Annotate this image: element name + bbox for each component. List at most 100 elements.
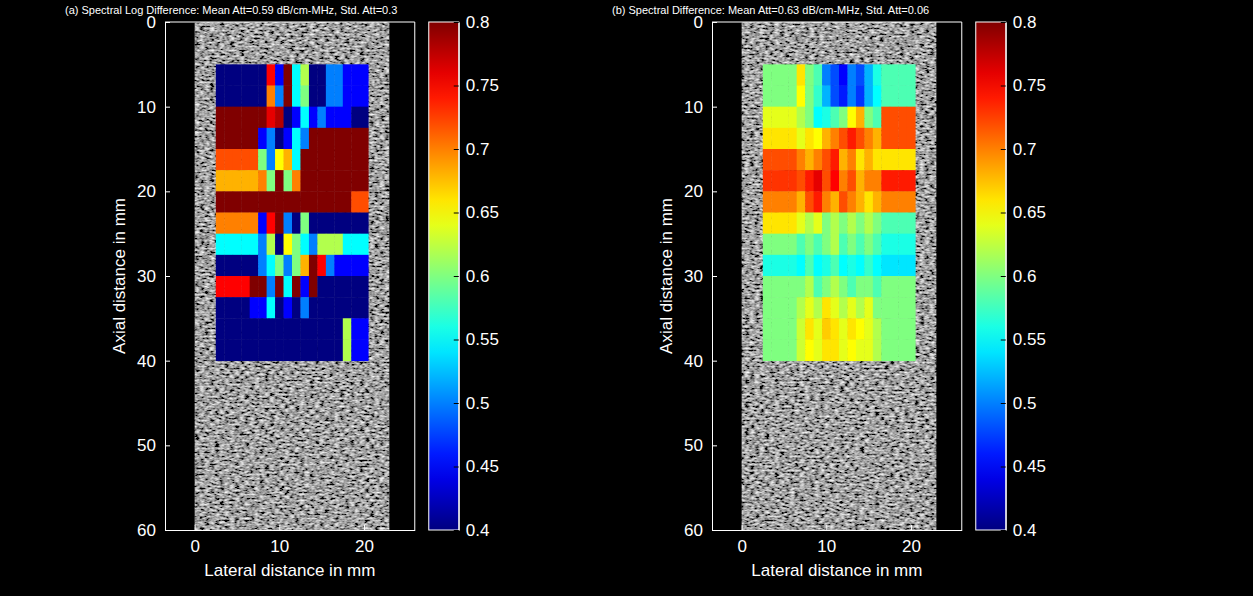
heatmap-cell <box>216 170 225 192</box>
heatmap-cell <box>334 318 343 340</box>
heatmap-cell <box>847 191 856 213</box>
heatmap-cell <box>326 64 335 86</box>
heatmap-cell <box>258 107 267 129</box>
heatmap-cell <box>881 191 890 213</box>
heatmap-cell <box>881 318 890 340</box>
heatmap-cell <box>797 234 806 256</box>
heatmap-cell <box>763 149 772 171</box>
tick: 0.5 <box>454 394 490 413</box>
heatmap-cell <box>233 64 242 86</box>
heatmap-cell <box>763 318 772 340</box>
heatmap-cell <box>864 86 873 108</box>
heatmap-cell <box>805 340 814 362</box>
tick-mark <box>712 361 717 362</box>
heatmap-cell <box>250 170 259 192</box>
heatmap-cell <box>224 340 233 362</box>
heatmap-cell <box>890 64 899 86</box>
heatmap-cell <box>258 340 267 362</box>
heatmap-cell <box>343 86 352 108</box>
heatmap-cell <box>275 170 284 192</box>
heatmap-cell <box>360 149 369 171</box>
heatmap-cell <box>258 149 267 171</box>
heatmap-cell <box>351 64 360 86</box>
heatmap-cell <box>907 64 916 86</box>
heatmap-cell <box>898 297 907 319</box>
heatmap-cell <box>292 149 301 171</box>
tick: 0.7 <box>1001 140 1037 159</box>
heatmap-cell <box>890 107 899 129</box>
tick: 10 <box>137 98 170 117</box>
tick-label: 10 <box>137 98 156 117</box>
heatmap-cell <box>856 213 865 235</box>
heatmap-cell <box>334 191 343 213</box>
tick: 50 <box>137 436 170 455</box>
tick: 0.55 <box>454 330 499 349</box>
heatmap-cell <box>351 255 360 277</box>
tick-label: 0.6 <box>466 267 490 286</box>
heatmap-cell <box>873 128 882 150</box>
heatmap-cell <box>788 234 797 256</box>
heatmap-cell <box>856 276 865 298</box>
title: (b) Spectral Difference: Mean Att=0.63 d… <box>612 4 929 16</box>
heatmap-cell <box>873 149 882 171</box>
heatmap-cell <box>890 170 899 192</box>
heatmap-cell <box>847 255 856 277</box>
heatmap-cell <box>292 234 301 256</box>
heatmap-cell <box>864 255 873 277</box>
heatmap-cell <box>317 297 326 319</box>
heatmap-cell <box>360 213 369 235</box>
heatmap-cell <box>788 128 797 150</box>
heatmap-cell <box>317 191 326 213</box>
heatmap-cell <box>797 64 806 86</box>
heatmap-cell <box>805 170 814 192</box>
tick-mark <box>1001 86 1006 87</box>
heatmap-cell <box>881 107 890 129</box>
heatmap-cell <box>284 340 293 362</box>
heatmap-cell <box>788 170 797 192</box>
tick: 40 <box>137 352 170 371</box>
heatmap-cell <box>771 255 780 277</box>
heatmap-cell <box>360 318 369 340</box>
heatmap-cell <box>250 340 259 362</box>
heatmap-cell <box>224 213 233 235</box>
heatmap-cell <box>847 213 856 235</box>
heatmap-cell <box>907 234 916 256</box>
heatmap-cell <box>267 255 276 277</box>
tick: 0.5 <box>1001 394 1037 413</box>
heatmap-cell <box>224 255 233 277</box>
y-axis-title: Axial distance in mm <box>110 198 129 354</box>
heatmap-cell <box>831 86 840 108</box>
heatmap-cell <box>258 213 267 235</box>
heatmap-cell <box>258 128 267 150</box>
heatmap-cell <box>907 276 916 298</box>
heatmap-cell <box>864 276 873 298</box>
heatmap-cell <box>822 297 831 319</box>
tick-mark <box>1001 340 1006 341</box>
heatmap-cell <box>326 107 335 129</box>
heatmap-cell <box>326 234 335 256</box>
heatmap-cell <box>881 64 890 86</box>
heatmap-cell <box>224 86 233 108</box>
heatmap-cell <box>233 170 242 192</box>
heatmap-cell <box>856 340 865 362</box>
tick-mark <box>454 149 459 150</box>
plot-area <box>742 22 937 530</box>
heatmap-cell <box>284 107 293 129</box>
heatmap-cell <box>814 128 823 150</box>
heatmap-cell <box>805 128 814 150</box>
heatmap-cell <box>241 86 250 108</box>
heatmap-cell <box>814 149 823 171</box>
heatmap-cell <box>898 234 907 256</box>
heatmap-cell <box>292 170 301 192</box>
heatmap-cell <box>780 170 789 192</box>
heatmap-cell <box>267 86 276 108</box>
heatmap-cell <box>873 86 882 108</box>
heatmap-cell <box>805 86 814 108</box>
heatmap-cell <box>780 340 789 362</box>
heatmap-cell <box>881 276 890 298</box>
tick: 60 <box>137 521 170 540</box>
tick: 0.45 <box>454 457 499 476</box>
heatmap-cell <box>847 276 856 298</box>
heatmap-cell <box>258 255 267 277</box>
colorbar-axis: 0.40.450.50.550.60.650.70.750.8 <box>454 13 499 540</box>
